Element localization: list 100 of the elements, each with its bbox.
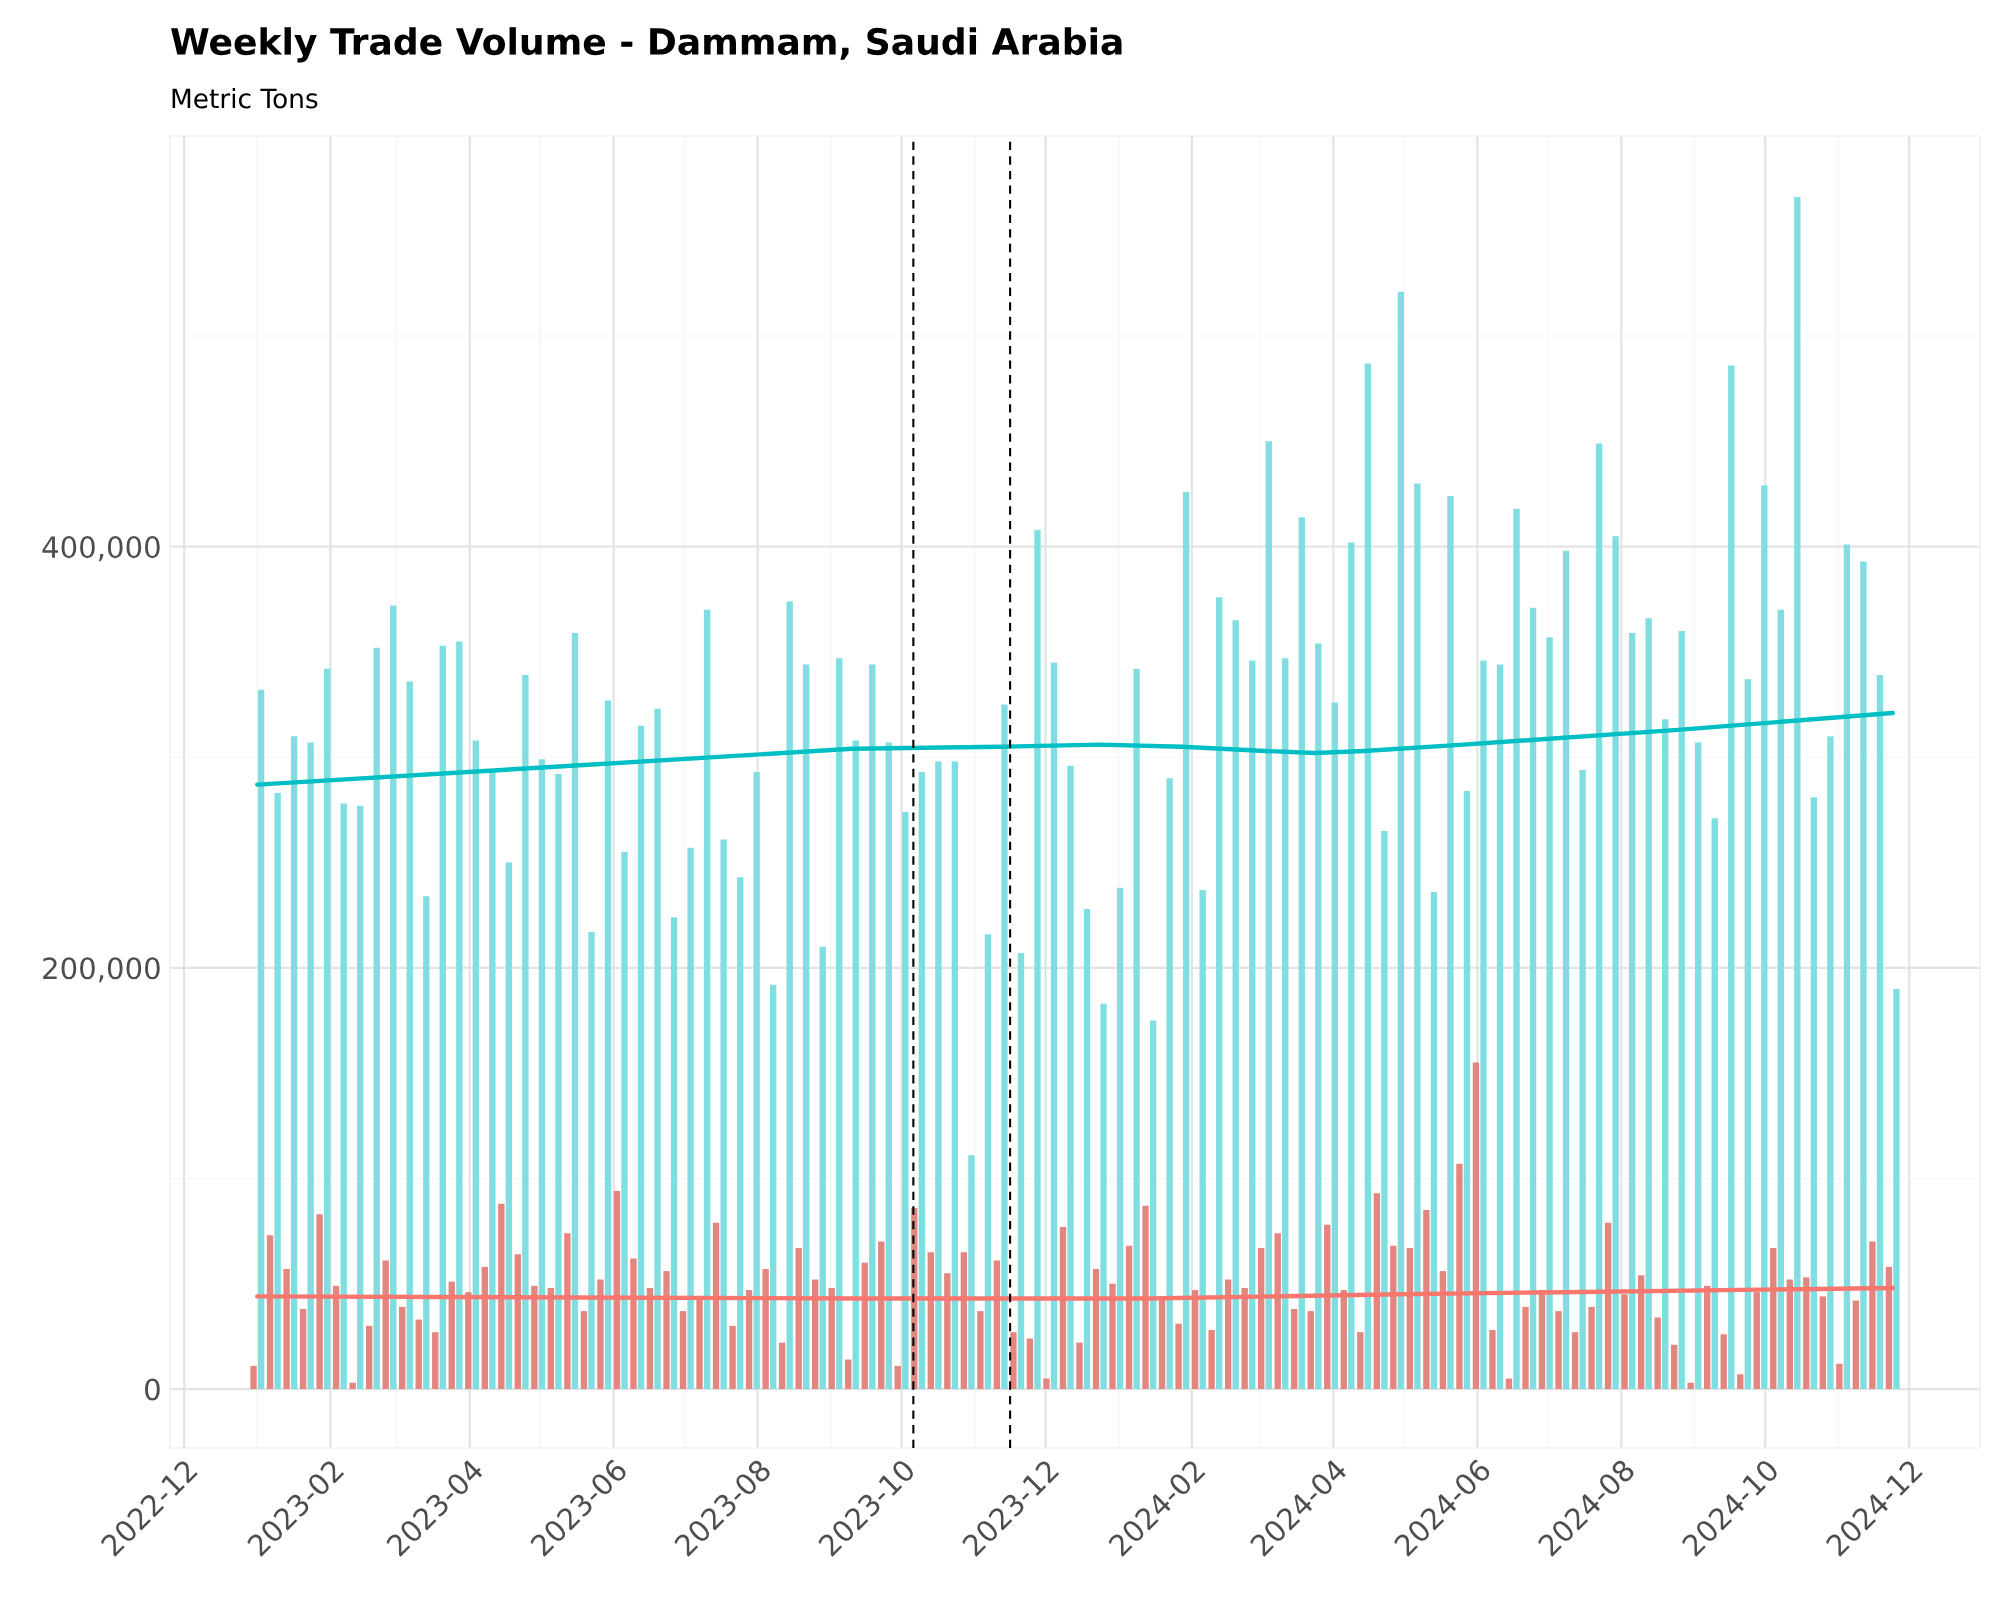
bar bbox=[522, 675, 529, 1390]
bar bbox=[1017, 953, 1025, 1390]
bar bbox=[1208, 1330, 1215, 1390]
bar bbox=[257, 689, 265, 1390]
bar bbox=[597, 1279, 604, 1390]
chart-subtitle: Metric Tons bbox=[172, 88, 318, 109]
bar bbox=[1149, 1020, 1157, 1390]
bar bbox=[250, 1365, 257, 1390]
bar bbox=[307, 742, 314, 1390]
bar bbox=[1489, 1330, 1496, 1390]
bar bbox=[960, 1252, 968, 1390]
bar bbox=[1076, 1342, 1083, 1390]
bar bbox=[1555, 1311, 1562, 1390]
bar bbox=[646, 1287, 654, 1390]
bar bbox=[1463, 790, 1471, 1390]
bar bbox=[382, 1260, 389, 1390]
bar bbox=[720, 839, 727, 1390]
bar bbox=[1397, 291, 1405, 1390]
bar bbox=[1588, 1306, 1595, 1390]
bar bbox=[1241, 1287, 1248, 1390]
bar bbox=[878, 1241, 885, 1390]
bar bbox=[1282, 658, 1289, 1390]
bar bbox=[637, 725, 645, 1390]
bar bbox=[283, 1269, 290, 1390]
bar bbox=[1274, 1233, 1281, 1390]
bar bbox=[1662, 719, 1669, 1390]
bar bbox=[406, 681, 413, 1390]
bar bbox=[1043, 1378, 1050, 1390]
bar bbox=[498, 1203, 505, 1390]
line-series bbox=[255, 710, 1895, 787]
bar bbox=[266, 1235, 274, 1390]
bar bbox=[1348, 542, 1355, 1390]
bar bbox=[984, 934, 992, 1390]
bar bbox=[687, 847, 694, 1390]
y-tick-label: 0 bbox=[145, 1378, 160, 1401]
bar bbox=[1810, 797, 1818, 1390]
bar bbox=[1480, 660, 1487, 1390]
bar bbox=[1645, 618, 1652, 1390]
bar bbox=[1505, 1378, 1513, 1390]
bar bbox=[1893, 988, 1900, 1390]
bar bbox=[299, 1309, 307, 1390]
bar bbox=[1067, 765, 1074, 1390]
bar bbox=[1687, 1382, 1694, 1390]
bar bbox=[1191, 1290, 1199, 1390]
bar bbox=[1711, 818, 1718, 1390]
bar bbox=[1546, 637, 1553, 1390]
bar bbox=[1142, 1205, 1149, 1390]
bar bbox=[1340, 1290, 1347, 1390]
bar bbox=[1621, 1294, 1628, 1390]
bar bbox=[1777, 609, 1785, 1390]
bar bbox=[373, 647, 380, 1390]
bar bbox=[465, 1292, 472, 1390]
bar bbox=[1670, 1344, 1678, 1390]
bar bbox=[1876, 675, 1884, 1390]
bar bbox=[1456, 1163, 1463, 1390]
bar bbox=[1704, 1285, 1711, 1390]
bar bbox=[1770, 1247, 1777, 1390]
bar bbox=[663, 1271, 670, 1390]
bar bbox=[993, 1260, 1001, 1390]
bar bbox=[1761, 485, 1768, 1390]
bar bbox=[1595, 443, 1603, 1390]
bar bbox=[1307, 1311, 1314, 1390]
bar bbox=[1100, 1003, 1107, 1390]
bar bbox=[1753, 1292, 1760, 1390]
bar bbox=[1869, 1241, 1876, 1390]
bar bbox=[1827, 736, 1834, 1390]
bar bbox=[456, 641, 463, 1390]
bar bbox=[712, 1222, 720, 1390]
bar bbox=[1026, 1338, 1034, 1390]
bar bbox=[274, 793, 281, 1390]
bar bbox=[630, 1258, 637, 1390]
bar bbox=[1728, 365, 1735, 1390]
bar bbox=[357, 805, 364, 1390]
bar bbox=[845, 1359, 852, 1390]
chart-title: Weekly Trade Volume - Dammam, Saudi Arabia bbox=[171, 27, 1122, 63]
bar bbox=[432, 1332, 439, 1390]
bar bbox=[927, 1252, 934, 1390]
bar bbox=[1050, 662, 1058, 1390]
bar bbox=[1836, 1363, 1843, 1390]
bar bbox=[1819, 1296, 1827, 1390]
bar bbox=[1125, 1245, 1133, 1390]
bar bbox=[1604, 1222, 1612, 1390]
bar bbox=[1059, 1226, 1067, 1390]
bar bbox=[1654, 1317, 1661, 1390]
bar bbox=[588, 932, 595, 1390]
bar bbox=[571, 633, 579, 1390]
bar bbox=[531, 1285, 538, 1390]
bar bbox=[679, 1311, 687, 1390]
bar bbox=[1166, 778, 1173, 1390]
bar bbox=[1843, 544, 1851, 1390]
bar bbox=[803, 664, 810, 1390]
bar bbox=[448, 1281, 455, 1390]
bar bbox=[1224, 1279, 1232, 1390]
bar bbox=[1571, 1332, 1579, 1390]
bar bbox=[1472, 1062, 1480, 1390]
bar bbox=[852, 740, 859, 1390]
bar bbox=[729, 1325, 736, 1390]
bar bbox=[786, 601, 793, 1390]
bar bbox=[869, 664, 876, 1390]
bar bbox=[944, 1273, 951, 1390]
